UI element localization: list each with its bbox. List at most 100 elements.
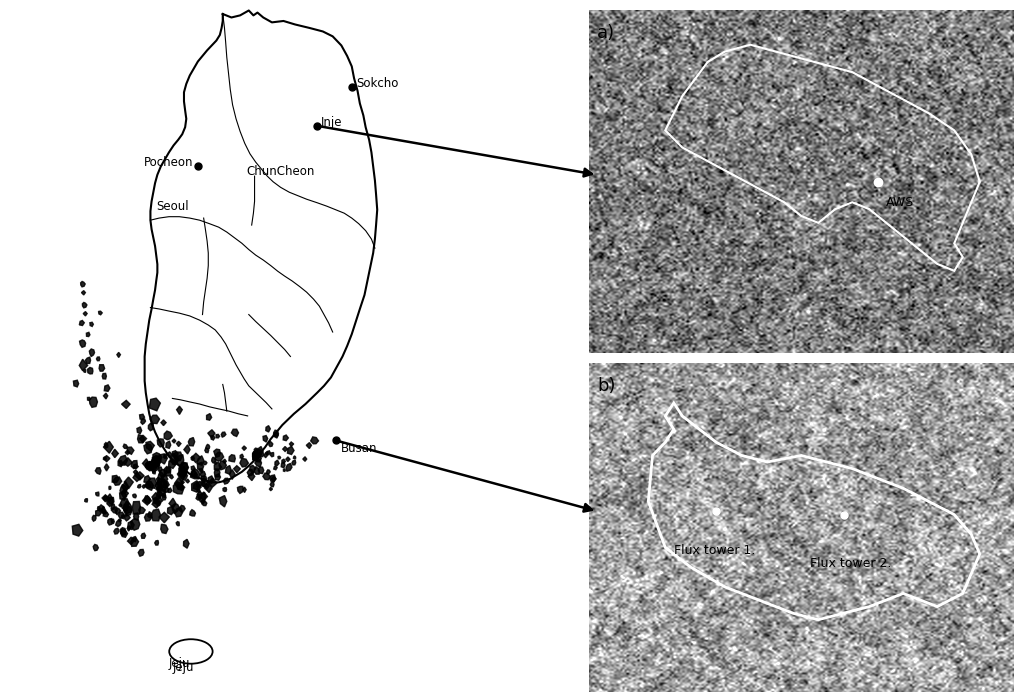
Polygon shape [197,482,201,488]
Polygon shape [202,482,205,487]
Text: Pocheon: Pocheon [143,156,193,168]
Polygon shape [198,491,203,498]
Polygon shape [155,540,159,545]
Polygon shape [208,478,217,487]
Polygon shape [153,456,161,467]
Polygon shape [176,454,183,466]
Polygon shape [196,494,201,500]
Polygon shape [241,454,244,459]
Polygon shape [116,520,121,526]
Polygon shape [98,505,104,510]
Polygon shape [158,439,164,447]
Polygon shape [119,519,121,522]
Polygon shape [120,484,127,494]
Text: AWS: AWS [886,196,914,209]
Text: Inje: Inje [322,116,343,129]
Polygon shape [83,369,86,373]
Polygon shape [264,453,267,458]
Polygon shape [229,454,236,462]
Polygon shape [174,508,182,517]
Polygon shape [119,512,125,518]
Polygon shape [95,468,101,475]
Polygon shape [255,459,261,467]
Polygon shape [144,496,151,503]
Polygon shape [113,477,122,485]
Polygon shape [179,463,188,472]
Polygon shape [172,460,177,465]
Polygon shape [156,496,163,504]
Polygon shape [303,456,307,461]
Polygon shape [102,373,106,379]
Polygon shape [82,291,85,295]
Polygon shape [172,451,178,458]
Polygon shape [112,507,118,513]
Polygon shape [161,475,168,482]
Polygon shape [306,442,311,449]
Polygon shape [219,496,226,507]
Polygon shape [142,459,150,468]
Polygon shape [166,467,171,473]
Polygon shape [124,505,132,516]
Polygon shape [131,461,137,468]
Polygon shape [103,457,106,460]
Polygon shape [181,481,184,484]
Polygon shape [274,432,279,438]
Polygon shape [133,470,138,475]
Polygon shape [144,482,154,491]
Polygon shape [250,466,256,473]
Polygon shape [103,512,109,517]
Polygon shape [197,456,204,466]
Polygon shape [221,432,226,438]
Polygon shape [161,420,166,426]
Polygon shape [146,461,154,470]
Polygon shape [176,406,182,415]
Polygon shape [170,475,173,479]
Polygon shape [273,430,279,436]
Polygon shape [176,521,179,526]
Polygon shape [163,495,166,500]
Polygon shape [265,452,268,455]
Text: Sokcho: Sokcho [355,78,398,90]
Polygon shape [103,511,106,514]
Polygon shape [247,470,254,476]
Polygon shape [202,500,205,503]
Polygon shape [194,482,200,490]
Polygon shape [159,454,167,464]
Polygon shape [273,466,278,470]
Polygon shape [205,448,209,453]
Polygon shape [282,459,286,463]
Polygon shape [286,457,290,461]
Polygon shape [254,448,257,452]
Polygon shape [117,352,121,357]
Polygon shape [168,507,175,514]
Polygon shape [128,521,134,530]
Polygon shape [191,470,196,477]
Polygon shape [148,424,154,431]
Polygon shape [123,444,127,449]
Polygon shape [161,524,168,533]
Polygon shape [274,460,280,466]
Polygon shape [85,498,87,502]
Polygon shape [86,332,90,336]
Polygon shape [156,484,163,493]
Polygon shape [118,461,123,467]
Polygon shape [111,504,115,510]
Polygon shape [197,489,200,493]
Polygon shape [202,500,207,505]
Polygon shape [177,468,186,482]
Polygon shape [127,526,131,531]
Polygon shape [243,446,247,450]
Polygon shape [98,311,102,315]
Polygon shape [206,445,210,449]
Polygon shape [97,507,100,510]
Polygon shape [138,549,144,556]
Polygon shape [122,482,129,491]
Polygon shape [112,449,119,458]
Polygon shape [214,462,221,471]
Polygon shape [103,393,108,399]
Polygon shape [152,499,160,508]
Polygon shape [270,482,274,487]
Polygon shape [100,506,105,514]
Polygon shape [141,419,145,424]
Polygon shape [89,397,97,408]
